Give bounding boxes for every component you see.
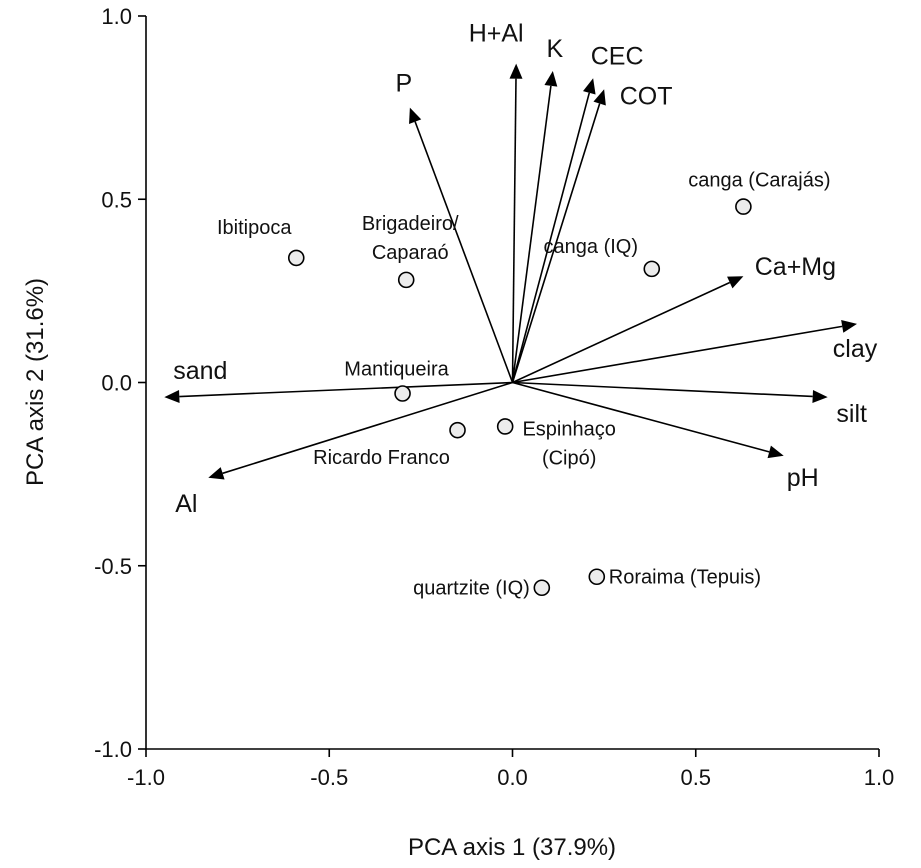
site-marker [533, 579, 551, 597]
site-marker [588, 568, 606, 586]
ticks: -1.0 -0.5 0.0 0.5 1.0 -1.0 -0.5 0.0 0.5 1.0 [94, 4, 894, 790]
site-label: Mantiqueira [344, 358, 449, 380]
site-marker [496, 418, 514, 435]
vector-label: Al [175, 490, 197, 518]
arrowhead-icon [767, 445, 784, 459]
arrowhead-icon [593, 89, 606, 106]
vector-line [511, 92, 591, 383]
site-0: canga (Carajás) [688, 170, 831, 215]
arrowhead-icon [544, 70, 558, 87]
site-7: quartzite (IQ) [413, 578, 551, 600]
vector-5: Ca+Mg [512, 253, 836, 384]
site-marker [449, 421, 466, 439]
site-6: Espinhaço (Cipó) [496, 418, 616, 469]
vector-label: K [546, 35, 563, 63]
y-tick-label: 1.0 [101, 4, 132, 29]
site-marker [643, 260, 661, 278]
vector-label: clay [833, 335, 878, 363]
vector-label: pH [787, 464, 819, 492]
vector-line [511, 85, 552, 383]
site-2: Ibitipoca [217, 217, 305, 267]
vector-2: CEC [511, 42, 644, 383]
vector-label: COT [620, 82, 673, 110]
y-tick-label: 0.0 [101, 371, 132, 396]
arrowhead-icon [509, 63, 523, 79]
vector-7: silt [512, 381, 867, 428]
site-marker [735, 198, 752, 215]
vector-label: sand [173, 357, 227, 385]
vector-1: K [511, 35, 563, 383]
site-label: Ibitipoca [217, 217, 292, 239]
x-tick-label: 0.5 [680, 765, 711, 790]
vector-line [512, 281, 731, 384]
arrowhead-icon [812, 389, 828, 403]
site-1: canga (IQ) [544, 236, 661, 278]
site-marker [397, 271, 415, 289]
vector-6: clay [512, 319, 878, 384]
site-marker [394, 385, 411, 402]
site-points: canga (Carajás) canga (IQ) Ibitipoca Brigad… [217, 170, 831, 600]
y-axis-title: PCA axis 2 (31.6%) [22, 278, 49, 486]
vector-label: Ca+Mg [755, 253, 836, 281]
site-4: Mantiqueira [344, 358, 450, 402]
vector-label: silt [836, 400, 867, 428]
site-label: quartzite (IQ) [413, 578, 530, 600]
x-tick-label: -0.5 [310, 765, 348, 790]
vector-10: Al [175, 381, 513, 518]
site-8: Roraima (Tepuis) [588, 567, 761, 589]
x-tick-label: 0.0 [497, 765, 528, 790]
vector-9: sand [164, 357, 513, 404]
site-label: Roraima (Tepuis) [609, 567, 761, 589]
site-label: Brigadeiro/Caparaó [362, 213, 459, 264]
site-3: Brigadeiro/Caparaó [362, 213, 459, 289]
vector-line [512, 325, 843, 384]
site-label: Ricardo Franco [313, 447, 450, 469]
vector-8: pH [512, 381, 819, 492]
x-tick-label: 1.0 [864, 765, 895, 790]
vector-line [511, 103, 601, 383]
vector-line [511, 78, 517, 383]
y-tick-label: -0.5 [94, 554, 132, 579]
vector-label: CEC [591, 42, 644, 70]
arrowhead-icon [164, 390, 180, 404]
y-tick-label: -1.0 [94, 737, 132, 762]
arrowhead-icon [583, 78, 596, 95]
vector-line [414, 121, 514, 383]
vector-line [222, 381, 513, 475]
vector-label: P [396, 70, 413, 98]
loading-vectors: H+Al K CEC COT P Ca+Mg clay silt pH sand Al [164, 20, 878, 518]
arrowhead-icon [409, 107, 422, 124]
vector-0: H+Al [469, 20, 524, 383]
vector-4: P [396, 70, 514, 383]
site-label: canga (IQ) [544, 236, 638, 258]
vector-line [179, 381, 513, 398]
x-axis-title: PCA axis 1 (37.9%) [408, 834, 616, 861]
vector-line [512, 381, 770, 453]
site-marker [287, 249, 305, 267]
x-tick-label: -1.0 [127, 765, 165, 790]
vector-line [512, 381, 813, 398]
site-label: Espinhaço (Cipó) [522, 418, 615, 469]
arrowhead-icon [208, 467, 225, 480]
site-5: Ricardo Franco [313, 421, 466, 469]
arrowhead-icon [841, 319, 858, 333]
vector-label: H+Al [469, 20, 524, 48]
arrowhead-icon [727, 276, 744, 289]
y-tick-label: 0.5 [101, 187, 132, 212]
vector-3: COT [511, 82, 673, 383]
site-label: canga (Carajás) [688, 170, 830, 192]
